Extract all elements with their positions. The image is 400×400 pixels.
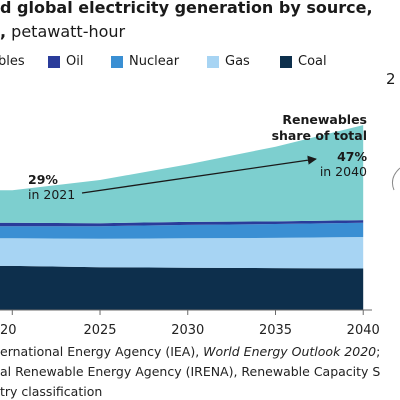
source-line-3: try classification xyxy=(0,384,103,399)
annotation-header-1: Renewables xyxy=(282,112,367,127)
chart-title: d global electricity generation by sourc… xyxy=(0,0,373,17)
area-series-gas xyxy=(0,237,364,269)
legend-label-gas: Gas xyxy=(225,54,250,69)
legend-item-renewables: bles xyxy=(0,54,25,69)
annotation-arrow xyxy=(81,155,317,194)
legend-label-renewables: bles xyxy=(0,54,25,69)
chart-subtitle: , petawatt-hour xyxy=(0,22,125,41)
legend-item-coal: Coal xyxy=(280,54,327,69)
annotation-start-value: 29% xyxy=(28,172,58,187)
legend-swatch-coal xyxy=(280,55,292,68)
annotation-start-label: in 2021 xyxy=(28,187,75,202)
source-line-1-c: ; xyxy=(376,344,381,359)
area-series-renewables xyxy=(0,125,364,224)
source-line-2: al Renewable Energy Agency (IRENA), Rene… xyxy=(0,364,381,379)
source-line-1: ernational Energy Agency (IEA), World En… xyxy=(0,344,380,359)
legend: bles Oil Nuclear Gas Coal xyxy=(0,54,400,72)
area-series-nuclear xyxy=(0,222,364,239)
legend-item-oil: Oil xyxy=(48,54,83,69)
legend-label-coal: Coal xyxy=(298,54,327,69)
legend-swatch-gas xyxy=(207,55,219,68)
legend-label-nuclear: Nuclear xyxy=(129,54,180,69)
annotation-header-2: share of total xyxy=(272,128,367,143)
annotation-end-label: in 2040 xyxy=(320,164,367,179)
edge-label: 2 xyxy=(386,70,396,88)
annotation-end-value: 47% xyxy=(337,149,367,164)
edge-stroke xyxy=(392,167,400,191)
x-tick-label-2030: 2030 xyxy=(171,323,204,338)
x-tick-label-2025: 2025 xyxy=(83,323,116,338)
x-tick-label-2035: 2035 xyxy=(259,323,292,338)
subtitle-lead: , xyxy=(0,22,7,41)
legend-item-gas: Gas xyxy=(207,54,250,69)
legend-swatch-oil xyxy=(48,55,60,68)
area-series-oil xyxy=(0,220,364,227)
area-series-coal xyxy=(0,265,364,310)
source-line-1-a: ernational Energy Agency (IEA), xyxy=(0,344,204,359)
legend-label-oil: Oil xyxy=(66,54,84,69)
legend-swatch-nuclear xyxy=(111,55,123,68)
x-tick-label-2040: 2040 xyxy=(347,323,380,338)
source-line-1-title: World Energy Outlook 2020 xyxy=(203,344,377,359)
subtitle-unit: petawatt-hour xyxy=(11,22,126,41)
legend-item-nuclear: Nuclear xyxy=(111,54,179,69)
x-tick-label-2020: 20 xyxy=(0,323,17,338)
